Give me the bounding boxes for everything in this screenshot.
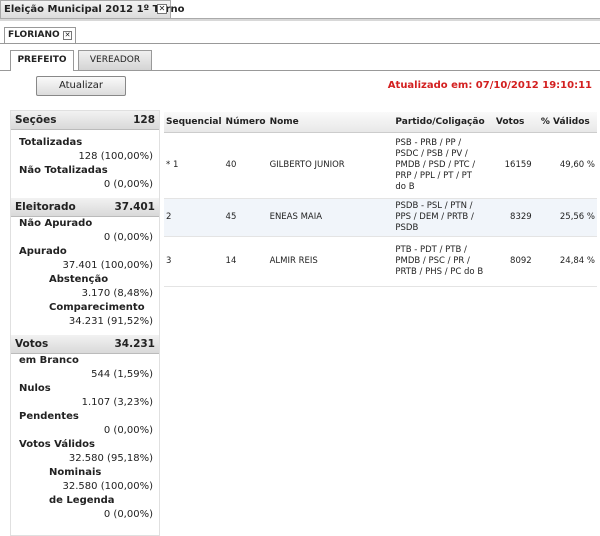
results-table: Sequencial Número Nome Partido/Coligação… <box>164 112 597 287</box>
eleitorado-label: Eleitorado <box>15 201 76 213</box>
eleitorado-value: 37.401 <box>114 201 155 213</box>
col-sequencial[interactable]: Sequencial <box>164 112 224 133</box>
secoes-value: 128 <box>133 114 155 126</box>
validos-label: Votos Válidos <box>19 439 95 450</box>
cell-votos: 8092 <box>486 236 534 287</box>
cell-nome: ALMIR REIS <box>267 236 394 287</box>
col-pct-validos[interactable]: % Válidos <box>533 112 597 133</box>
votos-value: 34.231 <box>114 338 155 350</box>
window-tab-title: Eleição Municipal 2012 1º Turno <box>4 4 185 15</box>
nao-apurado-label: Não Apurado <box>19 218 93 229</box>
nominais-label: Nominais <box>49 467 102 478</box>
cell-numero: 45 <box>223 198 268 237</box>
col-numero[interactable]: Número <box>223 112 268 133</box>
totalizadas-value: 128 (100,00%) <box>78 151 153 162</box>
window-tab-bar <box>0 18 600 21</box>
table-row[interactable]: 3 14 ALMIR REIS PTB - PDT / PTB / PMDB /… <box>164 236 597 287</box>
city-tab-label: FLORIANO <box>8 30 60 40</box>
city-tab[interactable]: FLORIANO ✕ <box>4 27 76 44</box>
validos-value: 32.580 (95,18%) <box>68 453 153 464</box>
cell-votos: 16159 <box>486 132 534 199</box>
cell-votos: 8329 <box>486 198 534 237</box>
col-votos[interactable]: Votos <box>486 112 534 133</box>
nao-totalizadas-label: Não Totalizadas <box>19 165 108 176</box>
cell-seq: * 1 <box>164 132 224 199</box>
cell-partido: PSDB - PSL / PTN / PPS / DEM / PRTB / PS… <box>393 198 487 237</box>
secoes-header: Seções 128 <box>11 111 159 130</box>
nominais-value: 32.580 (100,00%) <box>62 481 153 492</box>
legenda-label: de Legenda <box>49 495 115 506</box>
comparecimento-value: 34.231 (91,52%) <box>68 316 153 327</box>
tab-prefeito[interactable]: PREFEITO <box>10 50 74 71</box>
tab-vereador[interactable]: VEREADOR <box>78 50 152 70</box>
apurado-label: Apurado <box>19 246 67 257</box>
cell-nome: GILBERTO JUNIOR <box>267 132 394 199</box>
cell-seq: 2 <box>164 198 224 237</box>
cell-partido: PTB - PDT / PTB / PMDB / PSC / PR / PRTB… <box>393 236 487 287</box>
comparecimento-label: Comparecimento <box>49 302 145 313</box>
votos-header: Votos 34.231 <box>11 335 159 354</box>
cell-pct: 49,60 % <box>533 132 597 199</box>
cell-nome: ENEAS MAIA <box>267 198 394 237</box>
pendentes-value: 0 (0,00%) <box>103 425 153 436</box>
pendentes-label: Pendentes <box>19 411 79 422</box>
close-icon[interactable]: ✕ <box>157 4 167 14</box>
eleitorado-header: Eleitorado 37.401 <box>11 198 159 217</box>
branco-label: em Branco <box>19 355 79 366</box>
cell-seq: 3 <box>164 236 224 287</box>
city-tab-divider <box>0 43 600 44</box>
refresh-button[interactable]: Atualizar <box>36 76 126 96</box>
abstencao-label: Abstenção <box>49 274 109 285</box>
nulos-value: 1.107 (3,23%) <box>81 397 153 408</box>
nao-apurado-value: 0 (0,00%) <box>103 232 153 243</box>
col-nome[interactable]: Nome <box>267 112 394 133</box>
table-header-row: Sequencial Número Nome Partido/Coligação… <box>164 112 597 133</box>
results-table-container: Sequencial Número Nome Partido/Coligação… <box>164 112 600 287</box>
legenda-value: 0 (0,00%) <box>103 509 153 520</box>
apurado-value: 37.401 (100,00%) <box>62 260 153 271</box>
abstencao-value: 3.170 (8,48%) <box>81 288 153 299</box>
updated-timestamp: Atualizado em: 07/10/2012 19:10:11 <box>387 80 592 91</box>
cell-pct: 25,56 % <box>533 198 597 237</box>
secoes-label: Seções <box>15 114 57 126</box>
table-row[interactable]: * 1 40 GILBERTO JUNIOR PSB - PRB / PP / … <box>164 132 597 199</box>
cell-numero: 40 <box>223 132 268 199</box>
nao-totalizadas-value: 0 (0,00%) <box>103 179 153 190</box>
totalizadas-label: Totalizadas <box>19 137 83 148</box>
cell-partido: PSB - PRB / PP / PSDC / PSB / PV / PMDB … <box>393 132 487 199</box>
close-icon[interactable]: ✕ <box>63 31 72 40</box>
nulos-label: Nulos <box>19 383 51 394</box>
votos-label: Votos <box>15 338 49 350</box>
col-partido[interactable]: Partido/Coligação <box>393 112 487 133</box>
cell-numero: 14 <box>223 236 268 287</box>
window-tab[interactable]: Eleição Municipal 2012 1º Turno ✕ <box>0 0 184 18</box>
table-row[interactable]: 2 45 ENEAS MAIA PSDB - PSL / PTN / PPS /… <box>164 198 597 237</box>
branco-value: 544 (1,59%) <box>91 369 153 380</box>
cell-pct: 24,84 % <box>533 236 597 287</box>
summary-panel: Seções 128 Totalizadas 128 (100,00%) Não… <box>10 110 160 536</box>
office-tabs-divider <box>0 70 600 71</box>
